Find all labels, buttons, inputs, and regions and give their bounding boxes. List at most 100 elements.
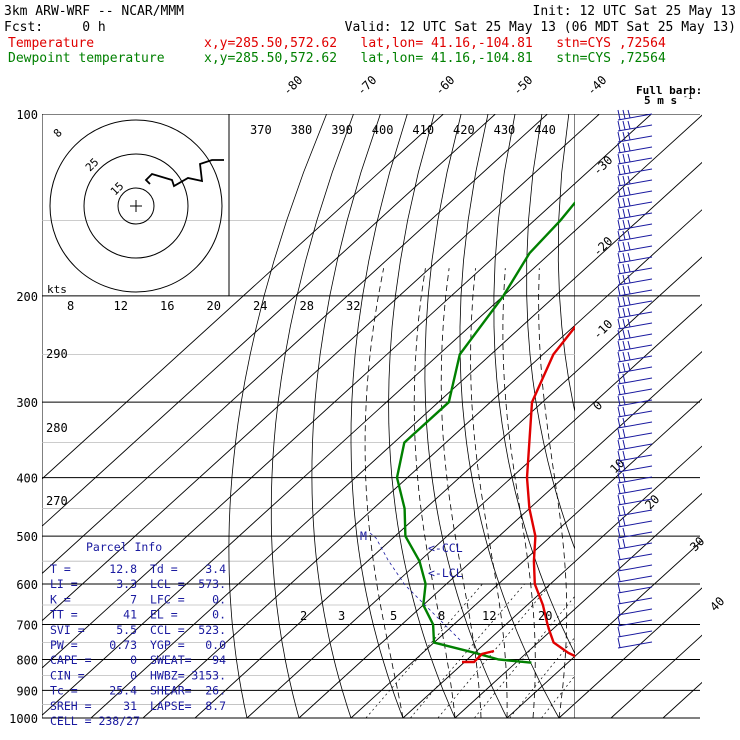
parcel-info-label: Td = bbox=[150, 562, 178, 576]
theta-tick-label: 390 bbox=[331, 123, 353, 137]
parcel-info-value: 26. bbox=[205, 684, 226, 698]
parcel-info-label: LCL = bbox=[150, 577, 185, 591]
wind-barb-flag bbox=[617, 560, 621, 571]
wind-barb-staff bbox=[617, 245, 653, 253]
wind-barb-staff bbox=[617, 597, 653, 605]
wind-barb-flag bbox=[617, 582, 621, 593]
theta-tick-label: 410 bbox=[412, 123, 434, 137]
wind-barb bbox=[617, 593, 653, 605]
wind-barb-flag bbox=[617, 164, 621, 175]
wind-barb bbox=[617, 131, 653, 143]
valid-time: Valid: 12 UTC Sat 25 May 13 (06 MDT Sat … bbox=[345, 20, 736, 35]
parcel-info-value: 3.3 bbox=[116, 577, 137, 591]
wind-barb bbox=[617, 252, 653, 264]
barb-legend-units: 5 m s bbox=[644, 94, 677, 107]
wind-barb-flag bbox=[617, 318, 621, 329]
wind-barb bbox=[617, 274, 653, 286]
wind-barb-flag bbox=[617, 131, 621, 142]
wind-barb-flag bbox=[617, 538, 621, 549]
isotherm-line bbox=[715, 114, 740, 718]
wind-barb-flag bbox=[622, 307, 626, 317]
wind-barb-flag bbox=[617, 252, 621, 263]
wind-barb-flag bbox=[617, 505, 621, 516]
wind-barb bbox=[617, 318, 653, 330]
wind-barb-staff bbox=[617, 432, 653, 440]
parcel-info-label: CAPE = bbox=[50, 653, 92, 667]
wind-barb-flag bbox=[627, 109, 631, 118]
mixing-ratio-line bbox=[365, 583, 483, 719]
dry-adiabat-line bbox=[270, 114, 354, 719]
wind-barb-flag bbox=[622, 439, 626, 449]
wind-barb bbox=[617, 362, 653, 374]
parcel-info-value: 0 bbox=[130, 668, 137, 682]
temperature-legend: Temperature bbox=[8, 36, 94, 51]
wind-barb-staff bbox=[617, 421, 653, 429]
isotherm-tick-label: -10 bbox=[590, 317, 615, 342]
wind-barb-flag bbox=[617, 307, 621, 318]
wind-barb-flag bbox=[627, 252, 631, 261]
theta-tick-label: 400 bbox=[372, 123, 394, 137]
hodograph-speed-label: 32 bbox=[346, 299, 360, 313]
hodograph-speed-label: 8 bbox=[67, 299, 74, 313]
wind-barb-staff bbox=[617, 553, 653, 561]
wind-barb-flag bbox=[617, 329, 621, 340]
profiles bbox=[369, 200, 575, 664]
wind-barb bbox=[617, 582, 653, 594]
wind-barb-staff bbox=[617, 498, 653, 506]
wind-barb bbox=[617, 428, 653, 440]
wind-barb bbox=[617, 505, 653, 517]
wind-barb-flag bbox=[622, 252, 626, 262]
wind-barb-flag bbox=[627, 263, 631, 272]
wind-barb-staff bbox=[617, 542, 653, 550]
wind-barb-flag bbox=[622, 318, 626, 328]
parcel-info-label: EL = bbox=[150, 608, 178, 622]
pressure-tick-label: 800 bbox=[16, 653, 38, 667]
isotherm-tick-label: -70 bbox=[354, 73, 379, 98]
wind-barb-flag bbox=[622, 428, 626, 438]
wind-barb-flag bbox=[617, 296, 621, 307]
mixing-ratio-line bbox=[437, 583, 551, 719]
wind-barb-flag bbox=[622, 494, 626, 504]
wind-barb bbox=[617, 461, 653, 473]
pressure-tick-label: 300 bbox=[16, 396, 38, 410]
wind-barb bbox=[617, 142, 653, 154]
wind-barb bbox=[617, 230, 653, 242]
wind-barb-staff bbox=[617, 311, 653, 319]
pressure-tick-label: 400 bbox=[16, 472, 38, 486]
parcel-info-label: SREH = bbox=[50, 699, 92, 713]
wind-barb-staff bbox=[617, 531, 653, 539]
wind-barb bbox=[617, 439, 653, 451]
parcel-info-label: PW = bbox=[50, 638, 78, 652]
wind-barb-flag bbox=[622, 131, 626, 141]
isotherm-line bbox=[662, 681, 702, 719]
parcel-info-value: 0.0 bbox=[205, 638, 226, 652]
parcel-info-label: YGP = bbox=[150, 638, 185, 652]
wind-barb-staff bbox=[617, 322, 653, 330]
wind-barb-staff bbox=[617, 333, 653, 341]
theta-tick-label: 370 bbox=[250, 123, 272, 137]
barb-legend-title: Full barb: bbox=[636, 84, 702, 97]
isotherm-line bbox=[142, 209, 702, 719]
wind-barb bbox=[617, 472, 653, 484]
wind-barb-flag bbox=[617, 461, 621, 472]
pressure-tick-label: 500 bbox=[16, 530, 38, 544]
wind-barb bbox=[617, 241, 653, 253]
isotherm-line bbox=[558, 587, 702, 719]
parcel-info-label: TT = bbox=[50, 608, 78, 622]
wind-barb-flag bbox=[622, 109, 626, 119]
wind-barb-staff bbox=[617, 476, 653, 484]
diagram-grid-extended bbox=[42, 114, 740, 719]
theta-tick-label: 440 bbox=[534, 123, 556, 137]
wind-barb-flag bbox=[627, 340, 631, 349]
parcel-info-label: LAPSE= bbox=[150, 699, 192, 713]
parcel-info-value: 0. bbox=[212, 608, 226, 622]
wind-barb-flag bbox=[617, 263, 621, 274]
wind-barb-flag bbox=[622, 230, 626, 240]
wind-barb bbox=[617, 164, 653, 176]
wind-barb-flag bbox=[622, 373, 626, 383]
wind-barb-staff bbox=[617, 641, 653, 649]
wind-barb-flag bbox=[617, 549, 621, 560]
mixing-ratio-line bbox=[584, 584, 688, 718]
wind-barb-flag bbox=[617, 637, 621, 648]
